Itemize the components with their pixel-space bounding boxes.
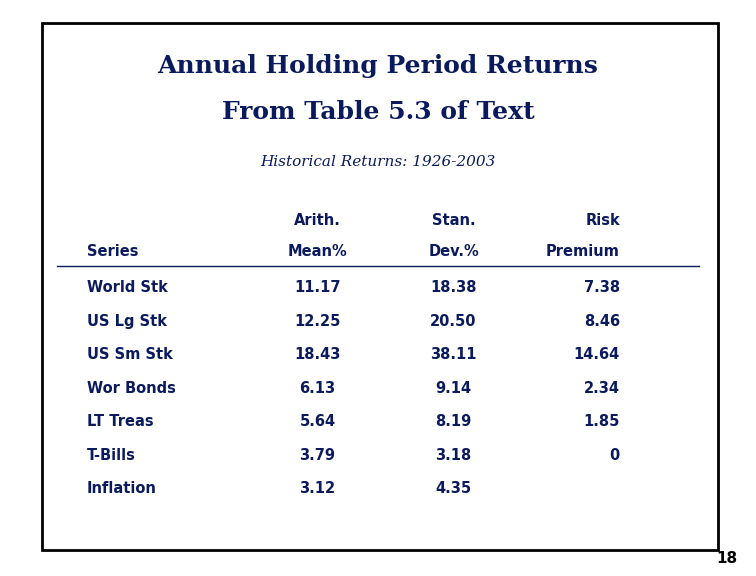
Text: 5.64: 5.64: [299, 414, 336, 429]
Text: 9.14: 9.14: [435, 381, 472, 396]
Text: US Lg Stk: US Lg Stk: [87, 314, 167, 329]
Text: 3.12: 3.12: [299, 481, 336, 496]
Text: Dev.%: Dev.%: [428, 244, 479, 259]
Text: Arith.: Arith.: [294, 213, 341, 228]
Text: 3.79: 3.79: [299, 448, 336, 463]
Text: Wor Bonds: Wor Bonds: [87, 381, 176, 396]
Text: Premium: Premium: [546, 244, 620, 259]
Text: Inflation: Inflation: [87, 481, 156, 496]
Text: Risk: Risk: [585, 213, 620, 228]
Text: 3.18: 3.18: [435, 448, 472, 463]
FancyBboxPatch shape: [42, 23, 718, 550]
Text: US Sm Stk: US Sm Stk: [87, 347, 173, 362]
Text: Series: Series: [87, 244, 138, 259]
Text: 8.19: 8.19: [435, 414, 472, 429]
Text: Annual Holding Period Returns: Annual Holding Period Returns: [157, 54, 599, 78]
Text: 11.17: 11.17: [294, 281, 341, 295]
Text: 38.11: 38.11: [430, 347, 477, 362]
Text: T-Bills: T-Bills: [87, 448, 136, 463]
Text: 2.34: 2.34: [584, 381, 620, 396]
Text: LT Treas: LT Treas: [87, 414, 153, 429]
Text: 6.13: 6.13: [299, 381, 336, 396]
Text: 12.25: 12.25: [294, 314, 341, 329]
Text: World Stk: World Stk: [87, 281, 168, 295]
Text: 8.46: 8.46: [584, 314, 620, 329]
Text: 7.38: 7.38: [584, 281, 620, 295]
Text: Mean%: Mean%: [287, 244, 348, 259]
Text: 4.35: 4.35: [435, 481, 472, 496]
Text: 14.64: 14.64: [574, 347, 620, 362]
Text: 18.43: 18.43: [294, 347, 341, 362]
Text: From Table 5.3 of Text: From Table 5.3 of Text: [222, 100, 534, 124]
Text: Stan.: Stan.: [432, 213, 476, 228]
Text: 1.85: 1.85: [584, 414, 620, 429]
Text: 18.38: 18.38: [430, 281, 477, 295]
Text: 0: 0: [609, 448, 620, 463]
Text: 18: 18: [716, 551, 737, 566]
Text: Historical Returns: 1926-2003: Historical Returns: 1926-2003: [260, 156, 496, 169]
Text: 20.50: 20.50: [430, 314, 477, 329]
